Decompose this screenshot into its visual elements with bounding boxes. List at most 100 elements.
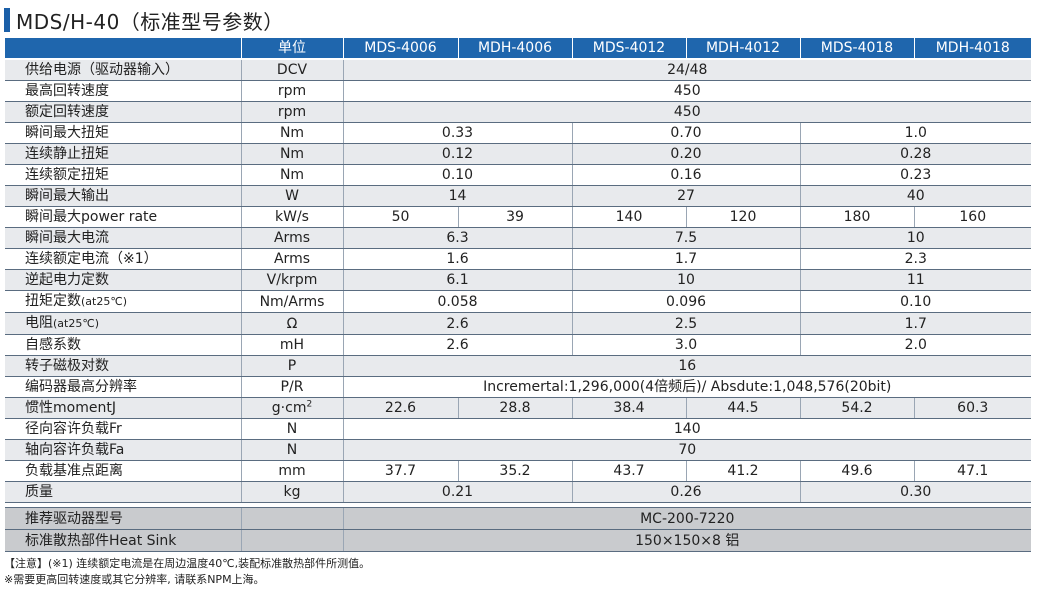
row-label-text: 惯性momentJ bbox=[25, 400, 116, 416]
footer-row: 标准散热部件Heat Sink 150×150×8 铝 bbox=[5, 529, 1031, 552]
row-label: 逆起电力定数 bbox=[5, 269, 241, 291]
value-cell: 0.058 bbox=[342, 290, 572, 313]
value-cell: 0.28 bbox=[799, 143, 1031, 165]
value-cell: 2.3 bbox=[799, 248, 1031, 270]
value-cell: 0.33 bbox=[342, 122, 572, 144]
value-cell: 16 bbox=[342, 355, 1031, 377]
value-cell: 1.6 bbox=[342, 248, 572, 270]
row-label: 负载基准点距离 bbox=[5, 460, 241, 482]
value-cell: 11 bbox=[799, 269, 1031, 291]
value-cell: 120 bbox=[685, 206, 800, 228]
row-label: 惯性momentJ bbox=[5, 397, 241, 419]
value-cell: 450 bbox=[342, 101, 1031, 123]
value-cell: 41.2 bbox=[685, 460, 800, 482]
value-cell: 0.70 bbox=[571, 122, 800, 144]
row-label-text: 轴向容许负载Fa bbox=[25, 442, 125, 458]
table-row: 径向容许负载Fr N 140 bbox=[5, 418, 1031, 440]
row-label-text: 转子磁极对数 bbox=[25, 358, 109, 374]
value-cell: 140 bbox=[342, 418, 1031, 440]
unit-cell: kW/s bbox=[240, 206, 343, 228]
table-row: 连续额定电流（※1） Arms 1.6 1.7 2.3 bbox=[5, 248, 1031, 270]
value-cell: 7.5 bbox=[571, 227, 800, 249]
unit-text: Ω bbox=[286, 315, 298, 332]
table-separator bbox=[5, 502, 1031, 508]
value-cell: 22.6 bbox=[342, 397, 458, 419]
row-label: 供给电源（驱动器输入） bbox=[5, 59, 241, 81]
table-header-row: 单位 MDS-4006 MDH-4006 MDS-4012 MDH-4012 M… bbox=[5, 38, 1031, 60]
row-label-note: (at25℃) bbox=[53, 317, 99, 330]
row-label: 质量 bbox=[5, 481, 241, 503]
table-row: 电阻(at25℃) Ω 2.6 2.5 1.7 bbox=[5, 312, 1031, 335]
value-cell: 49.6 bbox=[799, 460, 914, 482]
header-model-cell: MDH-4012 bbox=[685, 38, 800, 60]
value-cell: 24/48 bbox=[342, 59, 1031, 81]
value-cell: 1.7 bbox=[571, 248, 800, 270]
unit-cell: P bbox=[240, 355, 343, 377]
unit-cell: rpm bbox=[240, 80, 343, 102]
unit-cell: Nm/Arms bbox=[240, 290, 343, 313]
row-label-text: 径向容许负载Fr bbox=[25, 421, 122, 437]
row-label-text: 供给电源（驱动器输入） bbox=[25, 62, 179, 78]
title-accent-bar bbox=[4, 8, 10, 32]
row-label: 推荐驱动器型号 bbox=[5, 507, 241, 530]
unit-text: rpm bbox=[277, 83, 307, 99]
row-label-text: 额定回转速度 bbox=[25, 104, 109, 120]
row-label: 最高回转速度 bbox=[5, 80, 241, 102]
unit-cell: Ω bbox=[240, 312, 343, 335]
table-row: 逆起电力定数 V/krpm 6.1 10 11 bbox=[5, 269, 1031, 291]
header-model-cell: MDH-4006 bbox=[457, 38, 572, 60]
row-label-text: 瞬间最大输出 bbox=[25, 188, 109, 204]
row-label-text: 质量 bbox=[25, 484, 53, 500]
row-label: 连续额定扭矩 bbox=[5, 164, 241, 186]
row-label: 瞬间最大power rate bbox=[5, 206, 241, 228]
unit-cell: Arms bbox=[240, 248, 343, 270]
value-cell: 0.21 bbox=[342, 481, 572, 503]
row-label-note: (at25℃) bbox=[81, 295, 127, 308]
unit-cell: V/krpm bbox=[240, 269, 343, 291]
unit-text: kg bbox=[283, 484, 301, 500]
value-cell: 1.0 bbox=[799, 122, 1031, 144]
value-cell: 37.7 bbox=[342, 460, 458, 482]
unit-cell: Arms bbox=[240, 227, 343, 249]
value-cell: 47.1 bbox=[913, 460, 1031, 482]
value-cell: 150×150×8 铝 bbox=[342, 529, 1031, 552]
unit-text: rpm bbox=[277, 104, 307, 120]
spec-table-body: 供给电源（驱动器输入） DCV 24/48 最高回转速度 rpm 450 额定回转速度 rpm… bbox=[5, 59, 1031, 552]
unit-text: N bbox=[286, 442, 298, 458]
unit-cell bbox=[240, 507, 343, 530]
row-label-text: 负载基准点距离 bbox=[25, 463, 123, 479]
row-label: 额定回转速度 bbox=[5, 101, 241, 123]
footer-row: 推荐驱动器型号 MC-200-7220 bbox=[5, 507, 1031, 530]
unit-cell: Nm bbox=[240, 143, 343, 165]
unit-text: DCV bbox=[276, 62, 308, 78]
unit-text: mH bbox=[279, 337, 305, 353]
unit-cell: N bbox=[240, 418, 343, 440]
unit-text: P/R bbox=[280, 379, 304, 395]
unit-text: P bbox=[287, 358, 297, 374]
row-label: 电阻(at25℃) bbox=[5, 312, 241, 335]
row-label: 扭矩定数(at25℃) bbox=[5, 290, 241, 313]
value-cell: 2.5 bbox=[571, 312, 800, 335]
value-cell: 44.5 bbox=[685, 397, 800, 419]
value-cell: 0.10 bbox=[342, 164, 572, 186]
value-cell: 28.8 bbox=[457, 397, 572, 419]
note-line: ※需要更高回转速度或其它分辨率, 请联系NPM上海。 bbox=[4, 573, 265, 586]
row-label-text: 连续静止扭矩 bbox=[25, 146, 109, 162]
unit-text: mm bbox=[278, 463, 306, 479]
value-cell: 2.6 bbox=[342, 312, 572, 335]
value-cell: 2.0 bbox=[799, 334, 1031, 356]
row-label: 连续静止扭矩 bbox=[5, 143, 241, 165]
unit-text: Arms bbox=[273, 251, 311, 267]
header-model-cell: MDS-4012 bbox=[571, 38, 686, 60]
row-label-text: 连续额定扭矩 bbox=[25, 167, 109, 183]
unit-cell: mm bbox=[240, 460, 343, 482]
value-cell: 180 bbox=[799, 206, 914, 228]
row-label: 自感系数 bbox=[5, 334, 241, 356]
value-cell: 40 bbox=[799, 185, 1031, 207]
table-row: 自感系数 mH 2.6 3.0 2.0 bbox=[5, 334, 1031, 356]
table-row: 连续静止扭矩 Nm 0.12 0.20 0.28 bbox=[5, 143, 1031, 165]
value-cell: Incremertal:1,296,000(4倍频后)/ Absdute:1,0… bbox=[342, 376, 1031, 398]
table-row: 瞬间最大输出 W 14 27 40 bbox=[5, 185, 1031, 207]
row-label-text: 自感系数 bbox=[25, 337, 81, 353]
value-cell: 6.3 bbox=[342, 227, 572, 249]
